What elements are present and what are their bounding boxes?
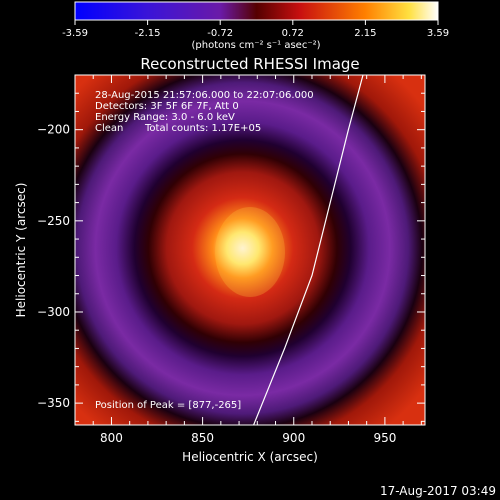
colorbar: -3.59 -2.15 -0.72 0.72 2.15 3.59 (photons cm⁻…: [62, 1, 449, 51]
colorbar-gradient: [74, 1, 439, 21]
info-detectors: Detectors: 3F 5F 6F 7F, Att 0: [95, 101, 239, 112]
heatmap-core-glow: [215, 207, 285, 297]
info-block: 28-Aug-2015 21:57:06.000 to 22:07:06.000…: [95, 90, 314, 411]
solar-limb-curve: [253, 75, 364, 425]
x-axis-label: Heliocentric X (arcsec): [182, 450, 318, 464]
footer-timestamp: 17-Aug-2017 03:49: [380, 484, 496, 498]
y-tick-label: −300: [37, 305, 70, 319]
info-clean: Clean: [95, 123, 123, 134]
plot-frame: [74, 74, 426, 426]
y-tick-label: −350: [37, 396, 70, 410]
colorbar-tick-label: 3.59: [427, 28, 449, 39]
colorbar-tick-label: -3.59: [62, 28, 88, 39]
y-tick-label: −250: [37, 214, 70, 228]
colorbar-ticks: -3.59 -2.15 -0.72 0.72 2.15 3.59: [62, 20, 449, 39]
y-axis: −200 −250 −300 −350: [37, 74, 425, 422]
heatmap-image: [75, 75, 425, 425]
colorbar-tick-label: 2.15: [354, 28, 376, 39]
x-tick-label: 800: [100, 431, 123, 445]
info-time-range: 28-Aug-2015 21:57:06.000 to 22:07:06.000: [95, 90, 314, 101]
colorbar-tick-label: -0.72: [207, 28, 233, 39]
x-axis: 800 850 900 950: [92, 75, 422, 445]
colorbar-unit-label: (photons cm⁻² s⁻¹ asec⁻²): [191, 40, 320, 51]
y-tick-label: −200: [37, 123, 70, 137]
x-tick-label: 900: [282, 431, 305, 445]
info-total-counts: Total counts: 1.17E+05: [144, 123, 261, 134]
colorbar-tick-label: -2.15: [135, 28, 161, 39]
info-energy: Energy Range: 3.0 - 6.0 keV: [95, 112, 235, 123]
x-tick-label: 950: [373, 431, 396, 445]
colorbar-tick-label: 0.72: [282, 28, 304, 39]
heatmap-background: [75, 75, 425, 425]
y-axis-label: Heliocentric Y (arcsec): [14, 183, 28, 318]
chart-title: Reconstructed RHESSI Image: [140, 55, 359, 73]
info-peak-position: Position of Peak = [877,-265]: [95, 400, 241, 411]
x-tick-label: 850: [191, 431, 214, 445]
